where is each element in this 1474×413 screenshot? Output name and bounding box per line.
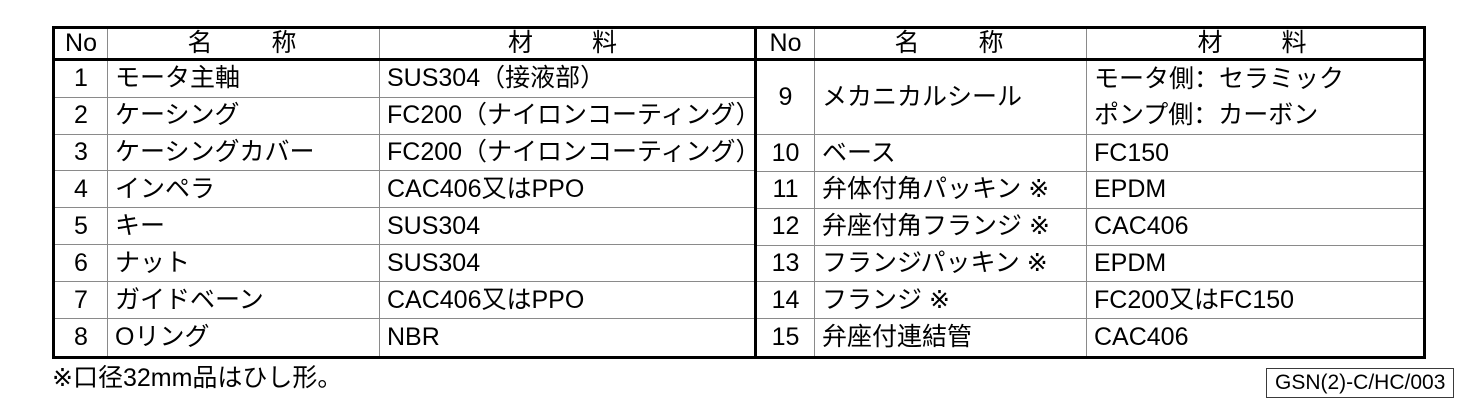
cell-name: モータ主軸 (108, 60, 380, 97)
cell-name: Oリング (108, 319, 380, 357)
table-row: 13 フランジパッキン ※ EPDM (757, 245, 1423, 283)
cell-no: 10 (757, 135, 815, 171)
cell-material: SUS304 (387, 248, 481, 277)
column-header-no: No (55, 29, 108, 58)
cell-material-line: モータ側：セラミック (1094, 64, 1345, 93)
cell-no: 11 (757, 172, 815, 208)
table-row: 8 Oリング NBR (55, 319, 754, 357)
cell-material: CAC406又はPPO (387, 285, 585, 314)
cell-material: CAC406 (1094, 212, 1189, 241)
cell-material: SUS304 (387, 211, 481, 240)
cell-name: ケーシング (108, 97, 380, 134)
table-row: 2 ケーシング FC200（ナイロンコーティング） (55, 97, 754, 135)
column-header-material: 材 料 (1197, 29, 1310, 57)
column-header-material: 材 料 (507, 29, 620, 57)
cell-name: フランジ ※ (815, 282, 1087, 319)
column-header-no: No (757, 29, 815, 58)
cell-material: CAC406又はPPO (387, 174, 585, 203)
cell-material: SUS304（接液部） (387, 64, 606, 93)
table-row: 15 弁座付連結管 CAC406 (757, 319, 1423, 356)
table-row: 3 ケーシングカバー FC200（ナイロンコーティング） (55, 134, 754, 172)
cell-no: 2 (55, 97, 108, 134)
table-row: 4 インペラ CAC406又はPPO (55, 171, 754, 209)
cell-material: FC200又はFC150 (1094, 285, 1295, 314)
column-header-name: 名 称 (108, 29, 380, 58)
cell-name: ベース (815, 135, 1087, 171)
cell-material: FC200（ナイロンコーティング） (387, 101, 748, 130)
cell-material: NBR (387, 323, 440, 352)
cell-material: モータ側：セラミック ポンプ側：カーボン (1087, 61, 1420, 135)
table-row: 1 モータ主軸 SUS304（接液部） (55, 60, 754, 98)
parts-tables-container: No 名 称 材 料 1 モータ主軸 SUS304（接液部） 2 ケーシング F… (52, 26, 1426, 359)
column-header-name: 名 称 (815, 29, 1087, 58)
cell-no: 6 (55, 245, 108, 282)
cell-name: 弁体付角パッキン ※ (815, 172, 1087, 208)
parts-table-right: No 名 称 材 料 9 メカニカルシール モータ側：セラミック ポンプ側：カー… (754, 29, 1423, 356)
table-header-row-left: No 名 称 材 料 (55, 29, 754, 61)
table-row: 10 ベース FC150 (757, 135, 1423, 172)
table-header-row-right: No 名 称 材 料 (757, 29, 1423, 61)
cell-name: フランジパッキン ※ (815, 245, 1087, 282)
cell-no: 8 (55, 319, 108, 357)
document-code-box: GSN(2)-C/HC/003 (1266, 368, 1455, 398)
cell-no: 3 (55, 134, 108, 171)
table-row: 5 キー SUS304 (55, 208, 754, 246)
cell-name: ガイドベーン (108, 282, 380, 319)
table-row: 9 メカニカルシール モータ側：セラミック ポンプ側：カーボン (757, 60, 1423, 136)
cell-material: FC150 (1094, 138, 1170, 167)
cell-material-line: ポンプ側：カーボン (1094, 101, 1319, 130)
table-row: 7 ガイドベーン CAC406又はPPO (55, 282, 754, 320)
cell-no: 7 (55, 282, 108, 319)
cell-no: 9 (757, 60, 815, 135)
cell-name: 弁座付連結管 (815, 319, 1087, 356)
cell-name: ナット (108, 245, 380, 282)
cell-no: 12 (757, 208, 815, 245)
parts-table-left: No 名 称 材 料 1 モータ主軸 SUS304（接液部） 2 ケーシング F… (55, 29, 754, 357)
cell-name: インペラ (108, 171, 380, 208)
cell-no: 4 (55, 171, 108, 208)
table-row: 6 ナット SUS304 (55, 245, 754, 283)
cell-no: 13 (757, 245, 815, 282)
cell-no: 15 (757, 319, 815, 356)
cell-no: 14 (757, 282, 815, 319)
cell-name: キー (108, 208, 380, 245)
cell-material: EPDM (1094, 175, 1167, 204)
cell-name: ケーシングカバー (108, 134, 380, 171)
table-row: 11 弁体付角パッキン ※ EPDM (757, 172, 1423, 209)
cell-name: 弁座付角フランジ ※ (815, 208, 1087, 245)
cell-no: 5 (55, 208, 108, 245)
cell-no: 1 (55, 60, 108, 97)
cell-material: FC200（ナイロンコーティング） (387, 137, 748, 166)
cell-name: メカニカルシール (815, 60, 1087, 135)
cell-material: EPDM (1094, 248, 1167, 277)
cell-material: CAC406 (1094, 323, 1189, 352)
footnote-text: ※口径32mm品はひし形。 (52, 364, 343, 392)
table-row: 14 フランジ ※ FC200又はFC150 (757, 282, 1423, 320)
table-row: 12 弁座付角フランジ ※ CAC406 (757, 208, 1423, 246)
